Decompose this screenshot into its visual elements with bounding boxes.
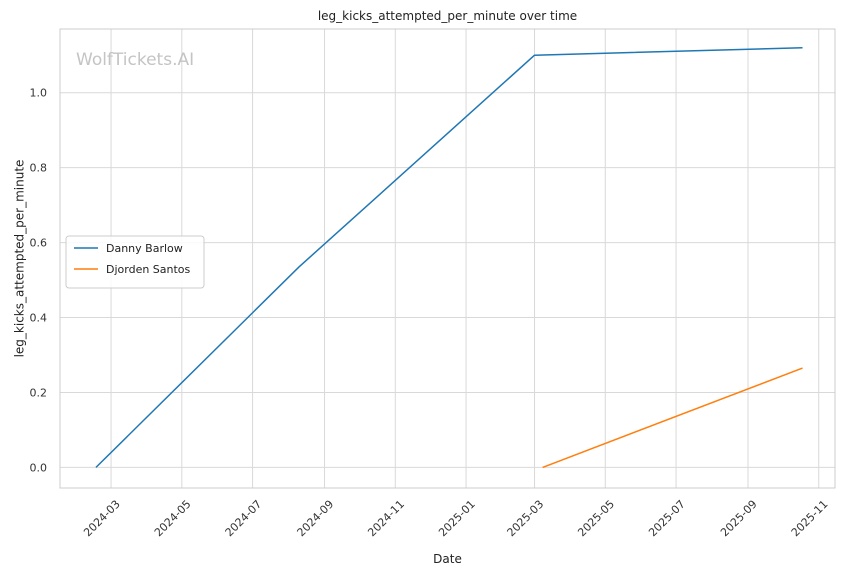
y-tick-label: 0.8 <box>30 162 48 175</box>
y-tick-label: 0.4 <box>30 312 48 325</box>
series-line-1 <box>542 367 803 469</box>
series-lines <box>95 46 803 469</box>
chart-title: leg_kicks_attempted_per_minute over time <box>318 9 577 23</box>
y-tick-label: 0.6 <box>30 237 48 250</box>
plot-frame <box>59 28 836 489</box>
y-axis-title: leg_kicks_attempted_per_minute <box>13 160 27 358</box>
y-tick-label: 0.0 <box>30 461 48 474</box>
grid <box>60 29 835 488</box>
y-tick-label: 1.0 <box>30 87 48 100</box>
watermark-text: WolfTickets.AI <box>76 50 194 70</box>
series-line-0 <box>95 46 803 468</box>
legend-label-0: Danny Barlow <box>106 242 183 255</box>
legend-box <box>65 235 205 289</box>
legend-label-1: Djorden Santos <box>106 263 191 276</box>
x-axis-title: Date <box>433 552 462 566</box>
y-tick-label: 0.2 <box>30 386 48 399</box>
legend: Danny Barlow Djorden Santos <box>65 235 205 289</box>
